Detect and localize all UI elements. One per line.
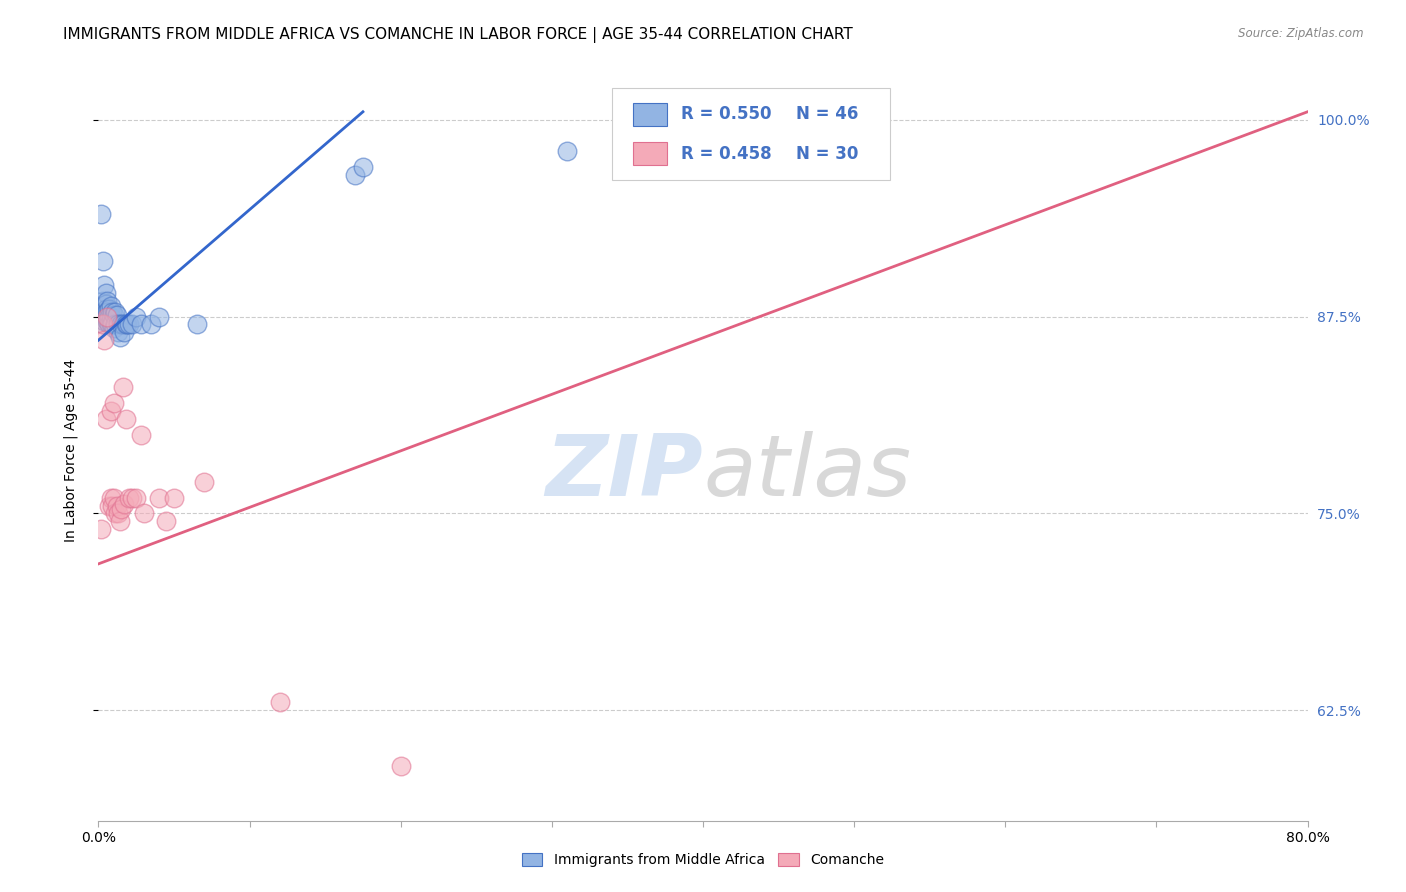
Point bbox=[132, 507, 155, 521]
Text: R = 0.550: R = 0.550 bbox=[682, 105, 772, 123]
Point bbox=[94, 297, 117, 311]
Legend: Immigrants from Middle Africa, Comanche: Immigrants from Middle Africa, Comanche bbox=[516, 847, 890, 873]
Point bbox=[101, 499, 124, 513]
Point bbox=[118, 318, 141, 332]
Point bbox=[104, 318, 127, 332]
Point bbox=[112, 326, 135, 340]
Point bbox=[100, 491, 122, 505]
Point bbox=[93, 314, 115, 328]
Point bbox=[193, 475, 215, 489]
Point bbox=[115, 318, 138, 332]
Point bbox=[110, 318, 132, 332]
Point bbox=[141, 318, 163, 332]
Point bbox=[155, 514, 177, 528]
Point bbox=[108, 514, 131, 528]
Point bbox=[91, 318, 114, 332]
Point bbox=[93, 278, 115, 293]
Point bbox=[98, 310, 121, 324]
Point bbox=[352, 160, 374, 174]
Point bbox=[108, 330, 131, 344]
Point bbox=[269, 696, 291, 710]
Bar bbox=[633, 142, 666, 165]
Point bbox=[107, 318, 129, 332]
Point bbox=[389, 758, 412, 772]
Point bbox=[148, 491, 170, 505]
Point bbox=[96, 310, 118, 324]
Point bbox=[94, 310, 117, 324]
Point bbox=[100, 318, 122, 332]
Point bbox=[98, 499, 121, 513]
Point bbox=[98, 318, 121, 332]
Point bbox=[186, 318, 208, 332]
Point bbox=[98, 301, 121, 316]
Point bbox=[125, 491, 148, 505]
Point bbox=[121, 318, 143, 332]
Point bbox=[114, 412, 136, 426]
Point bbox=[110, 501, 132, 516]
Point bbox=[94, 285, 117, 300]
Point bbox=[112, 497, 135, 511]
Point bbox=[101, 318, 124, 332]
Point bbox=[91, 254, 114, 268]
Text: IMMIGRANTS FROM MIDDLE AFRICA VS COMANCHE IN LABOR FORCE | AGE 35-44 CORRELATION: IMMIGRANTS FROM MIDDLE AFRICA VS COMANCH… bbox=[63, 27, 853, 43]
Point bbox=[555, 144, 578, 158]
Point bbox=[100, 404, 122, 418]
Point bbox=[93, 305, 115, 319]
Text: R = 0.458: R = 0.458 bbox=[682, 145, 772, 162]
Point bbox=[103, 320, 125, 334]
Point bbox=[111, 318, 134, 332]
Point bbox=[93, 333, 115, 347]
Point bbox=[90, 522, 112, 536]
Point bbox=[121, 491, 143, 505]
Bar bbox=[633, 103, 666, 127]
Point bbox=[100, 310, 122, 324]
Point bbox=[103, 491, 125, 505]
Point bbox=[96, 305, 118, 319]
Point bbox=[103, 396, 125, 410]
Point bbox=[103, 308, 125, 322]
Point bbox=[111, 380, 134, 394]
Point bbox=[129, 318, 152, 332]
Point bbox=[344, 168, 367, 182]
Point bbox=[163, 491, 186, 505]
Text: N = 30: N = 30 bbox=[796, 145, 859, 162]
FancyBboxPatch shape bbox=[613, 87, 890, 180]
Point bbox=[90, 207, 112, 221]
Point bbox=[100, 299, 122, 313]
Point bbox=[91, 318, 114, 332]
Y-axis label: In Labor Force | Age 35-44: In Labor Force | Age 35-44 bbox=[63, 359, 77, 542]
Point bbox=[125, 310, 148, 324]
Point bbox=[96, 293, 118, 308]
Point bbox=[94, 301, 117, 316]
Point bbox=[96, 314, 118, 328]
Text: N = 46: N = 46 bbox=[796, 105, 859, 123]
Point bbox=[105, 499, 128, 513]
Point bbox=[107, 326, 129, 340]
Point bbox=[118, 491, 141, 505]
Point bbox=[104, 507, 127, 521]
Point bbox=[94, 305, 117, 319]
Point bbox=[129, 427, 152, 442]
Point bbox=[104, 305, 127, 319]
Text: atlas: atlas bbox=[703, 431, 911, 514]
Point bbox=[107, 507, 129, 521]
Point bbox=[148, 310, 170, 324]
Text: Source: ZipAtlas.com: Source: ZipAtlas.com bbox=[1239, 27, 1364, 40]
Point bbox=[105, 308, 128, 322]
Point bbox=[91, 293, 114, 308]
Point bbox=[101, 305, 124, 319]
Point bbox=[94, 412, 117, 426]
Text: ZIP: ZIP bbox=[546, 431, 703, 514]
Point bbox=[114, 318, 136, 332]
